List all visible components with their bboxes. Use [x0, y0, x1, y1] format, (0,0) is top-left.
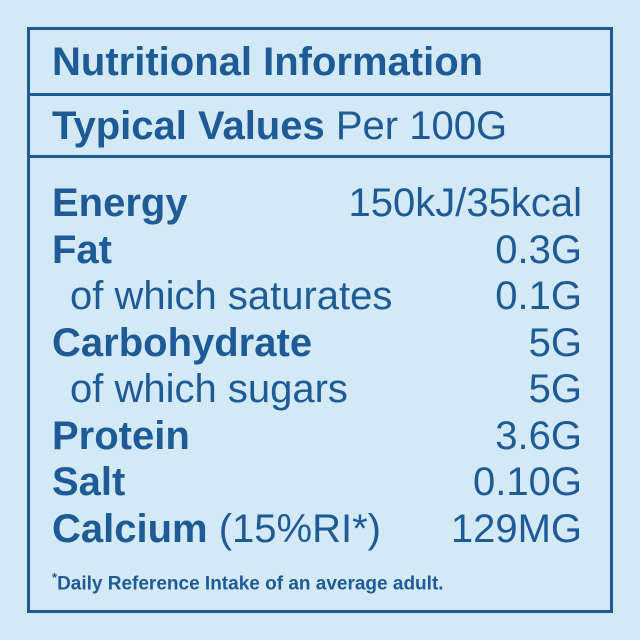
nutrient-name-group: of which sugars: [52, 366, 348, 413]
nutrient-value: 0.10G: [473, 460, 582, 504]
nutrient-name: of which sugars: [70, 367, 348, 411]
header-bold: Typical Values: [52, 104, 325, 148]
nutrient-row: Energy 150kJ/35kcal: [52, 180, 582, 227]
nutrient-name: Calcium: [52, 506, 208, 551]
nutrient-name: Energy: [52, 181, 188, 225]
label-box: Nutritional Information Typical Values P…: [27, 27, 613, 613]
footnote: *Daily Reference Intake of an average ad…: [52, 570, 444, 595]
nutrient-row: Carbohydrate 5G: [52, 320, 582, 367]
nutrient-name-group: Energy: [52, 180, 188, 227]
nutrient-row: Salt 0.10G: [52, 459, 582, 506]
nutrient-name: Carbohydrate: [52, 320, 313, 365]
nutrient-name-group: Calcium (15%RI*): [52, 506, 381, 553]
nutrient-name: Salt: [52, 460, 126, 504]
header: Typical Values Per 100G: [52, 104, 507, 149]
nutrient-note: (15%RI*): [218, 506, 381, 551]
divider: [30, 93, 610, 96]
nutrient-name: of which saturates: [70, 274, 393, 318]
nutrient-value: 150kJ/35kcal: [348, 181, 582, 225]
header-regular: Per 100G: [335, 104, 508, 148]
nutrient-name-group: Fat: [52, 227, 112, 274]
nutrient-row: Calcium (15%RI*) 129MG: [52, 506, 582, 553]
nutrient-name: Fat: [52, 227, 112, 272]
nutrient-value: 0.1G: [495, 274, 582, 318]
nutrient-row: of which saturates 0.1G: [52, 273, 582, 320]
nutrient-name-group: of which saturates: [52, 273, 392, 320]
nutrient-name-group: Protein: [52, 413, 190, 460]
title: Nutritional Information: [52, 40, 484, 84]
divider: [30, 155, 610, 158]
nutrient-value: 5G: [528, 367, 582, 411]
nutrient-name: Protein: [52, 413, 190, 458]
nutrient-name-group: Salt: [52, 459, 125, 506]
rows: Energy 150kJ/35kcal Fat 0.3G of which satura…: [52, 180, 582, 552]
footnote-mark: *: [52, 570, 58, 585]
nutrient-name-group: Carbohydrate: [52, 320, 312, 367]
nutrient-row: Protein 3.6G: [52, 413, 582, 460]
nutrient-row: of which sugars 5G: [52, 366, 582, 413]
nutrient-value: 0.3G: [495, 227, 582, 272]
nutrient-value: 5G: [528, 320, 582, 365]
nutrient-value: 129MG: [450, 506, 582, 551]
footnote-text: Daily Reference Intake of an average adu…: [57, 573, 444, 595]
nutrient-row: Fat 0.3G: [52, 227, 582, 274]
nutrient-value: 3.6G: [495, 413, 582, 458]
